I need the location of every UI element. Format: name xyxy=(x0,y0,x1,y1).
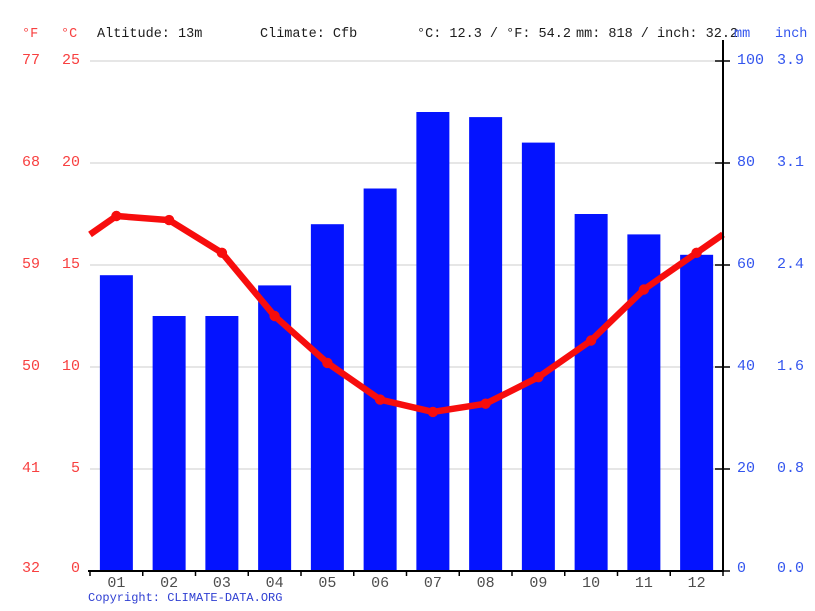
temperature-line xyxy=(88,212,725,416)
x-axis-month-label: 03 xyxy=(212,575,231,592)
y-axis-label-mm: 20 xyxy=(737,460,756,477)
y-axis-label-inch: 0.0 xyxy=(777,560,805,577)
temperature-point xyxy=(322,357,333,369)
precipitation-bar xyxy=(521,142,555,571)
temperature-point xyxy=(691,247,702,258)
temperature-point xyxy=(269,310,280,322)
climate-data-org-link[interactable]: CLIMATE-DATA.ORG xyxy=(167,591,283,605)
temperature-point xyxy=(163,214,175,226)
precipitation-bar xyxy=(363,188,397,571)
y-axis-label-mm: 100 xyxy=(737,52,765,69)
x-axis-month-label: 10 xyxy=(582,575,601,592)
y-axis-label-fahrenheit: 41 xyxy=(21,460,40,477)
y-axis-label-mm: 60 xyxy=(737,256,756,273)
x-axis-month-label: 11 xyxy=(634,575,653,592)
left-axis-unit-fahrenheit: °F xyxy=(22,27,39,42)
precipitation-bar xyxy=(99,275,133,571)
copyright-label: Copyright: xyxy=(88,591,168,605)
climate-classification-label: Climate: Cfb xyxy=(260,27,358,42)
y-axis-label-mm: 0 xyxy=(737,560,747,577)
x-axis-month-label: 08 xyxy=(476,575,495,592)
right-axis-unit-inch: inch xyxy=(775,27,808,42)
precipitation-bar xyxy=(416,112,450,571)
right-axis-unit-mm: mm xyxy=(734,27,751,42)
temperature-point xyxy=(638,284,650,295)
y-axis-label-celsius: 20 xyxy=(61,154,80,171)
temperature-point xyxy=(585,335,597,346)
y-axis-label-fahrenheit: 59 xyxy=(21,256,40,273)
x-axis-month-label: 12 xyxy=(687,575,706,592)
x-axis-month-label: 05 xyxy=(318,575,337,592)
temperature-point xyxy=(427,406,439,418)
precipitation-bar xyxy=(205,316,239,571)
precipitation-bar xyxy=(152,316,186,571)
temperature-point xyxy=(374,394,386,405)
altitude-label: Altitude: 13m xyxy=(97,27,203,42)
y-axis-label-celsius: 10 xyxy=(61,358,80,375)
y-axis-label-inch: 0.8 xyxy=(777,460,805,477)
precipitation-bar xyxy=(574,214,608,571)
temperature-point xyxy=(111,210,122,222)
y-axis-label-mm: 80 xyxy=(737,154,756,171)
x-axis-month-label: 01 xyxy=(107,575,126,592)
y-axis-label-inch: 2.4 xyxy=(777,256,805,273)
x-axis-month-label: 02 xyxy=(160,575,179,592)
y-axis-label-inch: 3.9 xyxy=(777,52,805,69)
precipitation-bar xyxy=(258,285,292,571)
y-axis-label-fahrenheit: 32 xyxy=(21,560,40,577)
y-axis-label-celsius: 25 xyxy=(61,52,80,69)
y-axis-label-celsius: 15 xyxy=(61,256,80,273)
left-axis-unit-celsius: °C xyxy=(61,27,78,42)
temperature-point xyxy=(216,247,228,258)
annual-precipitation-label: mm: 818 / inch: 32.2 xyxy=(576,27,739,42)
precipitation-bar xyxy=(680,254,714,572)
y-axis-label-inch: 3.1 xyxy=(777,154,805,171)
x-axis-month-label: 04 xyxy=(265,575,284,592)
x-axis-month-label: 09 xyxy=(529,575,548,592)
mean-temperature-label: °C: 12.3 / °F: 54.2 xyxy=(417,27,571,42)
y-axis-label-fahrenheit: 68 xyxy=(21,154,40,171)
precipitation-bar xyxy=(469,117,503,571)
y-axis-label-celsius: 0 xyxy=(70,560,80,577)
precipitation-bar xyxy=(310,224,344,571)
y-axis-label-celsius: 5 xyxy=(70,460,80,477)
y-axis-label-fahrenheit: 77 xyxy=(21,52,40,69)
x-axis-month-label: 06 xyxy=(371,575,390,592)
copyright-line: Copyright: CLIMATE-DATA.ORG xyxy=(88,591,282,605)
y-axis-label-mm: 40 xyxy=(737,358,756,375)
y-axis-label-inch: 1.6 xyxy=(777,358,805,375)
y-axis-label-fahrenheit: 50 xyxy=(21,358,40,375)
x-axis-month-label: 07 xyxy=(423,575,442,592)
temperature-point xyxy=(480,398,491,409)
temperature-point xyxy=(533,372,544,383)
